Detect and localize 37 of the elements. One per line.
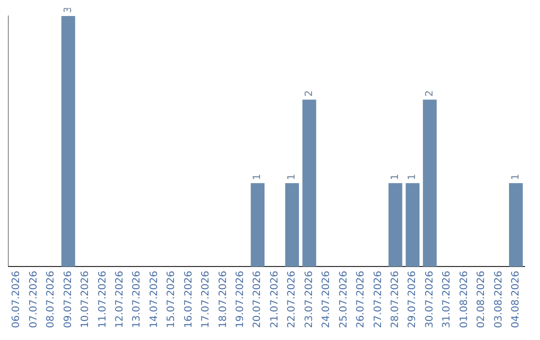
x-tick-label: 09.07.2026 xyxy=(62,270,74,328)
x-tick-label: 14.07.2026 xyxy=(148,270,160,328)
data-label: 1 xyxy=(252,174,264,180)
x-tick-label: 23.07.2026 xyxy=(304,270,315,328)
x-tick-label: 10.07.2026 xyxy=(80,270,92,328)
x-tick-label: 08.07.2026 xyxy=(46,270,57,328)
x-tick-label: 02.08.2026 xyxy=(476,270,488,328)
x-tick-label: 30.07.2026 xyxy=(424,270,436,328)
x-tick-label: 12.07.2026 xyxy=(114,270,126,328)
data-label: 2 xyxy=(304,90,315,97)
data-label: 2 xyxy=(424,90,436,97)
data-label: 1 xyxy=(286,174,298,180)
data-label: 1 xyxy=(510,174,522,180)
x-tick-label: 31.07.2026 xyxy=(442,270,453,328)
data-label: 1 xyxy=(407,174,418,180)
data-label: 1 xyxy=(390,174,401,180)
x-tick-label: 25.07.2026 xyxy=(338,270,350,328)
x-tick-label: 18.07.2026 xyxy=(218,270,229,328)
x-tick-label: 19.07.2026 xyxy=(235,270,246,328)
x-tick-label: 13.07.2026 xyxy=(132,270,143,328)
x-tick-label: 15.07.2026 xyxy=(166,270,178,328)
x-tick-label: 01.08.2026 xyxy=(458,270,470,328)
x-tick-label: 11.07.2026 xyxy=(97,270,108,328)
x-tick-label: 22.07.2026 xyxy=(286,270,298,328)
x-tick-label: 29.07.2026 xyxy=(407,270,418,328)
x-tick-label: 27.07.2026 xyxy=(372,270,384,328)
x-tick-label: 07.07.2026 xyxy=(28,270,40,328)
x-tick-label: 16.07.2026 xyxy=(183,270,194,328)
x-tick-label: 24.07.2026 xyxy=(321,270,332,328)
x-tick-label: 06.07.2026 xyxy=(11,270,22,328)
x-tick-label: 28.07.2026 xyxy=(390,270,401,328)
x-tick-label: 03.08.2026 xyxy=(493,270,504,328)
x-tick-label: 17.07.2026 xyxy=(200,270,212,328)
x-tick-label: 26.07.2026 xyxy=(356,270,367,328)
x-tick-label: 04.08.2026 xyxy=(510,270,522,328)
x-tick-label: 20.07.2026 xyxy=(252,270,264,328)
x-tick-label: 21.07.2026 xyxy=(269,270,280,328)
